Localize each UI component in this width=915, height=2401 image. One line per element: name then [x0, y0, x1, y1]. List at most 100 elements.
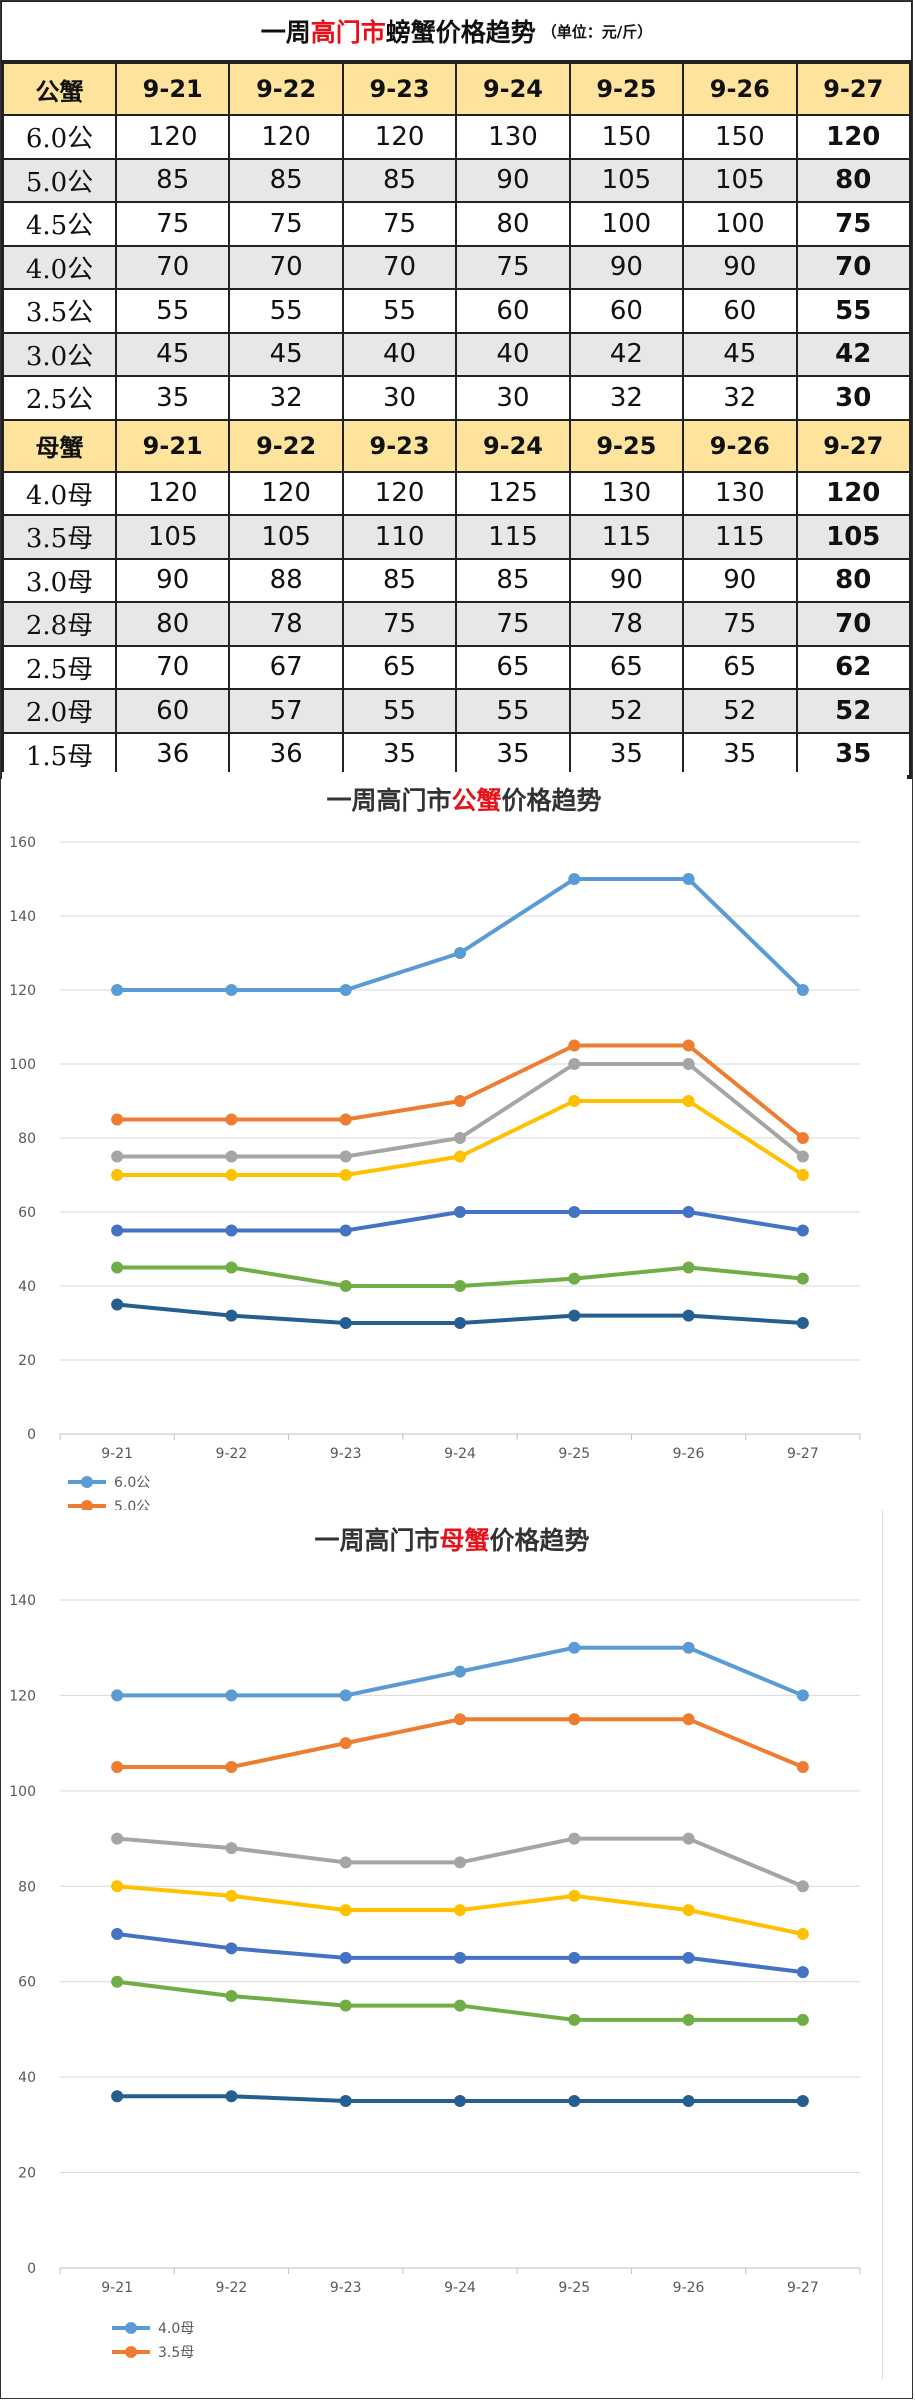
- price-cell: 75: [341, 601, 458, 647]
- price-cell: 65: [568, 644, 685, 690]
- data-point: [796, 1761, 809, 1773]
- chart-title-highlight: 公蟹: [451, 786, 501, 815]
- data-point: [339, 1169, 352, 1181]
- data-point: [796, 1150, 809, 1163]
- legend-item: 5.0公: [68, 1499, 150, 1512]
- size-label-cell: 3.0母: [2, 557, 117, 603]
- price-cell: 40: [455, 331, 571, 377]
- chart-title: 一周高门市母蟹价格趋势: [314, 1526, 589, 1555]
- series-line: [117, 1043, 805, 1140]
- data-point: [568, 1713, 581, 1726]
- price-table: 公蟹 9-21 9-22 9-23 9-24 9-25 9-26 9-27 6.0公 120 120…: [2, 62, 912, 777]
- price-cell: 35: [114, 375, 231, 421]
- price-cell: 30: [341, 375, 458, 421]
- data-point: [454, 1150, 466, 1163]
- data-point: [796, 1966, 809, 1979]
- data-point: [225, 1261, 238, 1274]
- table-unit: （单位：元/斤）: [541, 22, 653, 41]
- y-tick-label: 160: [9, 835, 36, 851]
- price-cell: 42: [568, 331, 685, 377]
- y-tick-label: 40: [18, 2070, 36, 2086]
- data-point: [454, 1904, 466, 1917]
- price-cell: 88: [228, 557, 344, 603]
- x-tick-label: 9-24: [444, 2280, 476, 2296]
- price-cell: 70: [341, 244, 458, 290]
- table-row: 5.0公 85 85 85 90 105 105 80: [2, 157, 912, 203]
- price-cell: 55: [455, 688, 571, 734]
- x-tick-label: 9-24: [444, 1446, 476, 1462]
- data-point: [225, 1224, 238, 1237]
- price-cell: 75: [455, 244, 571, 290]
- price-cell: 85: [114, 157, 231, 203]
- data-point: [339, 1951, 352, 1964]
- chart-title-highlight: 母蟹: [439, 1526, 489, 1555]
- y-tick-label: 40: [18, 1279, 36, 1295]
- table-row: 2.0母 60 57 55 55 52 52 52: [2, 688, 912, 734]
- y-tick-label: 120: [9, 983, 36, 999]
- x-tick-label: 9-27: [787, 2280, 819, 2296]
- price-cell: 55: [341, 288, 458, 334]
- price-cell: 65: [455, 644, 571, 690]
- table-row: 3.5母 105 105 110 115 115 115 105: [2, 514, 912, 560]
- date-header-cell: 9-21: [114, 62, 231, 116]
- chart-title-part: 价格趋势: [502, 786, 602, 815]
- data-point: [111, 1224, 124, 1237]
- price-cell: 150: [568, 114, 685, 160]
- data-point: [796, 2013, 809, 2026]
- x-tick-label: 9-25: [558, 1446, 590, 1462]
- price-cell: 78: [228, 601, 344, 647]
- size-label-cell: 6.0公: [2, 114, 117, 160]
- price-cell: 35: [682, 731, 798, 777]
- price-cell: 85: [341, 157, 458, 203]
- legend-item: 6.0公: [68, 1475, 150, 1491]
- data-point: [225, 1990, 238, 2003]
- y-tick-label: 80: [18, 1879, 36, 1895]
- price-cell: 110: [341, 514, 458, 560]
- size-label-cell: 2.5母: [2, 644, 117, 690]
- data-point: [111, 1975, 124, 1988]
- data-point: [682, 1832, 695, 1845]
- data-point: [568, 1309, 581, 1322]
- size-label-cell: 3.5公: [2, 288, 117, 334]
- data-point: [796, 1880, 809, 1893]
- data-point: [796, 1928, 809, 1940]
- price-cell: 75: [114, 201, 231, 247]
- size-label-cell: 1.5母: [2, 731, 117, 777]
- price-cell: 45: [682, 331, 798, 377]
- data-point: [339, 1904, 352, 1917]
- price-cell: 60: [114, 688, 231, 734]
- male-crab-chart: 一周高门市公蟹价格趋势 0 20 40 60 80 100 120 140 160 9-21 9-22…: [2, 772, 907, 1512]
- price-cell: 67: [228, 644, 344, 690]
- date-header-cell: 9-26: [682, 62, 798, 116]
- table-row: 1.5母 36 36 35 35 35 35 35: [2, 731, 912, 777]
- data-point: [682, 1951, 695, 1964]
- data-point: [111, 1832, 124, 1845]
- price-cell: 75: [228, 201, 344, 247]
- data-point: [111, 1689, 124, 1702]
- date-header-cell: 9-24: [455, 62, 571, 116]
- x-tick-label: 9-27: [787, 1446, 819, 1462]
- data-point: [111, 2090, 124, 2103]
- female-crab-chart-svg: 一周高门市母蟹价格趋势 0 20 40 60 80 100 120 140 9-21 9-22 9-2…: [9, 1526, 861, 2361]
- size-label-cell: 4.5公: [2, 201, 117, 247]
- data-point: [225, 1842, 238, 1855]
- legend-label: 4.0母: [158, 2321, 194, 2337]
- price-cell: 75: [682, 601, 798, 647]
- price-cell: 120: [228, 114, 344, 160]
- data-point: [339, 1737, 352, 1750]
- data-point: [796, 1169, 809, 1181]
- price-cell: 75: [455, 601, 571, 647]
- data-point: [796, 1272, 809, 1285]
- data-point: [225, 1150, 238, 1163]
- x-tick-label: 9-22: [216, 1446, 248, 1462]
- table-row: 4.0母 120 120 120 125 130 130 120: [2, 470, 912, 516]
- price-cell: 30: [795, 375, 912, 421]
- date-header-cell: 9-23: [341, 62, 458, 116]
- price-cell: 120: [795, 114, 912, 160]
- legend-label: 5.0公: [114, 1499, 150, 1512]
- price-cell: 130: [455, 114, 571, 160]
- table-row: 3.0公 45 45 40 40 42 45 42: [2, 331, 912, 377]
- x-tick-label: 9-21: [101, 2280, 133, 2296]
- x-tick-label: 9-26: [673, 1446, 705, 1462]
- data-point: [111, 984, 124, 996]
